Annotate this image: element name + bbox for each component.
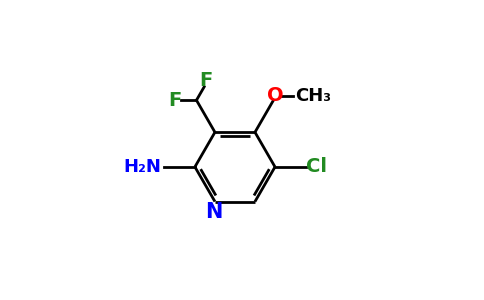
- Text: Cl: Cl: [306, 158, 327, 176]
- Text: F: F: [199, 71, 212, 90]
- Text: CH₃: CH₃: [296, 87, 332, 105]
- Text: H₂N: H₂N: [123, 158, 161, 176]
- Text: F: F: [168, 91, 182, 110]
- Text: O: O: [267, 86, 283, 105]
- Text: N: N: [205, 202, 222, 222]
